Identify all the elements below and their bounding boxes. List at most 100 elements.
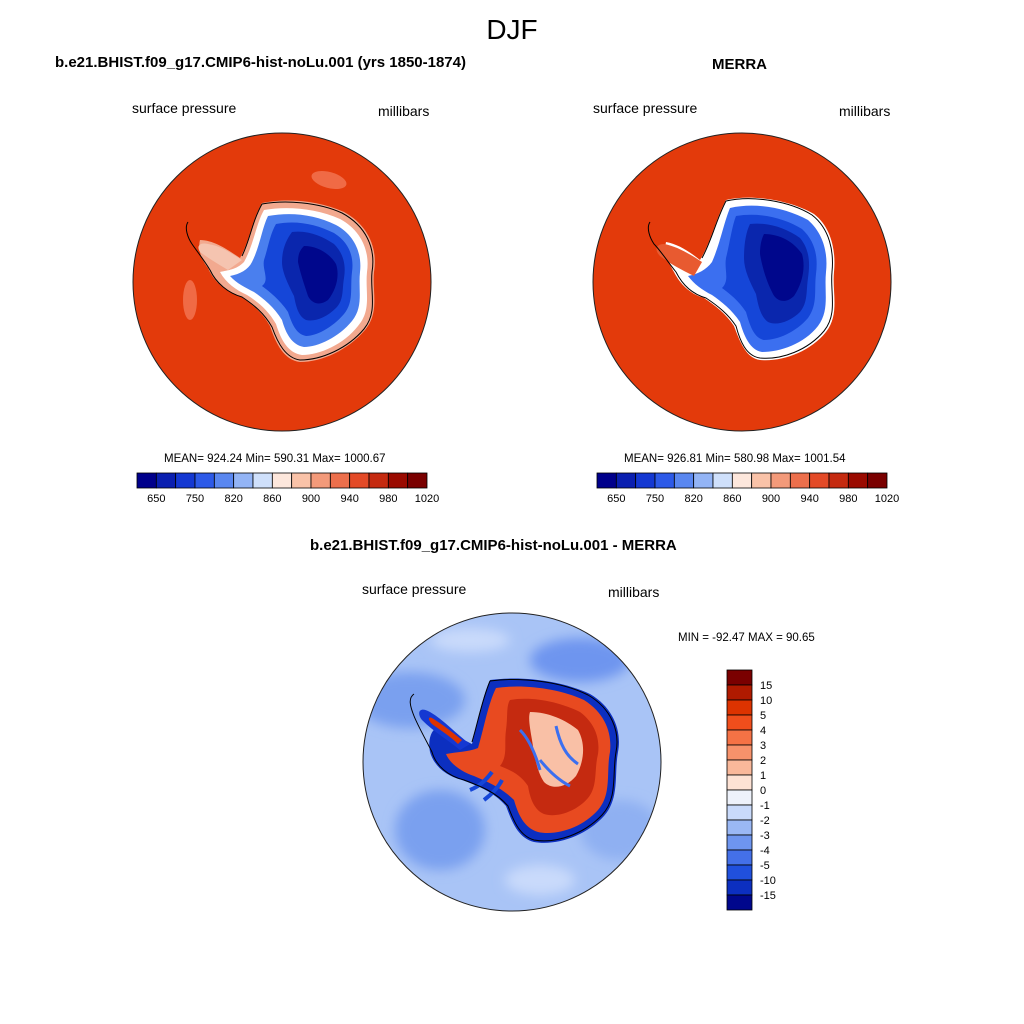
diff-colorbar-swatch (726, 714, 753, 731)
model-colorbar-swatch (271, 472, 293, 489)
model-colorbar-swatch (252, 472, 273, 489)
diff-colorbar-swatch (726, 744, 753, 761)
model-colorbar-tick-label: 1020 (415, 493, 439, 505)
obs-colorbar-tick-label: 1020 (875, 493, 899, 505)
obs-map (593, 133, 891, 431)
diff-colorbar-tick-label: -2 (760, 815, 770, 827)
obs-colorbar-swatch (789, 472, 811, 489)
obs-colorbar-swatch (712, 472, 733, 489)
diff-colorbar-swatch (726, 879, 753, 896)
diff-colorbar-tick-label: -3 (760, 830, 770, 842)
model-colorbar-tick-label: 940 (340, 493, 358, 505)
model-colorbar-tick-label: 750 (186, 493, 204, 505)
obs-colorbar-tick-label: 900 (762, 493, 780, 505)
model-panel-title: b.e21.BHIST.f09_g17.CMIP6-hist-noLu.001 … (55, 54, 466, 71)
diff-colorbar-swatch (726, 759, 753, 776)
diff-map (363, 613, 661, 911)
diff-colorbar-tick-label: 15 (760, 680, 772, 692)
diff-colorbar-tick-label: 10 (760, 695, 772, 707)
obs-colorbar-swatch (693, 472, 714, 489)
diff-colorbar-swatch (726, 669, 753, 686)
obs-variable-label: surface pressure (593, 100, 698, 116)
model-colorbar-tick-label: 650 (147, 493, 165, 505)
obs-map-border (592, 132, 892, 432)
diff-colorbar-swatch (726, 894, 753, 911)
model-map-border (132, 132, 432, 432)
obs-colorbar-swatch (847, 472, 869, 489)
diff-stats: MIN = -92.47 MAX = 90.65 (678, 632, 815, 644)
obs-colorbar-swatch (615, 472, 637, 489)
diff-colorbar-swatch (726, 699, 753, 716)
model-colorbar-swatch (136, 472, 157, 489)
diff-units-label: millibars (608, 584, 660, 600)
diff-panel-title: b.e21.BHIST.f09_g17.CMIP6-hist-noLu.001 … (310, 537, 677, 554)
obs-colorbar-swatch (867, 472, 888, 489)
model-colorbar-swatch (175, 472, 196, 489)
model-colorbar-swatch (387, 472, 409, 489)
model-colorbar-swatch (233, 472, 254, 489)
obs-colorbar-tick-label: 860 (723, 493, 741, 505)
diff-variable-label: surface pressure (362, 581, 467, 597)
obs-units-label: millibars (839, 103, 891, 119)
diff-colorbar-tick-label: -10 (760, 875, 776, 887)
diff-coastline (409, 679, 618, 842)
diff-colorbar-swatch (726, 729, 753, 746)
diff-colorbar-tick-label: 2 (760, 755, 766, 767)
diff-colorbar-swatch (726, 684, 753, 701)
obs-colorbar-swatch (731, 472, 753, 489)
obs-colorbar-tick-label: 750 (646, 493, 664, 505)
model-colorbar-swatch (349, 472, 370, 489)
obs-colorbar-tick-label: 650 (607, 493, 625, 505)
model-coastline (185, 201, 374, 361)
diff-colorbar-swatch (726, 834, 753, 851)
obs-colorbar-tick-label: 940 (800, 493, 818, 505)
model-variable-label: surface pressure (132, 100, 237, 116)
diff-colorbar-swatch (726, 864, 753, 881)
diff-colorbar-swatch (726, 849, 753, 866)
obs-colorbar-tick-label: 980 (839, 493, 857, 505)
model-colorbar-swatch (310, 472, 331, 489)
obs-colorbar-swatch (596, 472, 617, 489)
diff-colorbar-swatch (726, 819, 753, 836)
diff-colorbar-swatch (726, 804, 753, 821)
obs-stats: MEAN= 926.81 Min= 580.98 Max= 1001.54 (624, 453, 846, 465)
model-colorbar-swatch (155, 472, 177, 489)
obs-colorbar-swatch (654, 472, 675, 489)
model-map (133, 133, 431, 431)
diff-colorbar-swatch (726, 774, 753, 791)
obs-colorbar-swatch (770, 472, 791, 489)
obs-colorbar-tick-label: 820 (684, 493, 702, 505)
season-title: DJF (486, 14, 538, 45)
model-colorbar-swatch (368, 472, 389, 489)
diff-colorbar-tick-label: -5 (760, 860, 770, 872)
obs-colorbar-swatch (673, 472, 695, 489)
model-colorbar-tick-label: 860 (263, 493, 281, 505)
diff-colorbar-tick-label: 4 (760, 725, 766, 737)
model-colorbar-tick-label: 900 (302, 493, 320, 505)
obs-colorbar-swatch (635, 472, 656, 489)
model-colorbar-swatch (291, 472, 312, 489)
diff-colorbar-tick-label: -1 (760, 800, 770, 812)
obs-colorbar-swatch (751, 472, 772, 489)
obs-colorbar: 650 750 820 860 900 940 980 1020 (596, 472, 899, 505)
diff-colorbar-swatch (726, 789, 753, 806)
model-colorbar-swatch (407, 472, 428, 489)
obs-colorbar-swatch (828, 472, 849, 489)
diff-map-border (362, 612, 662, 912)
diff-colorbar-tick-label: 3 (760, 740, 766, 752)
model-colorbar: 650 750 820 860 900 940 980 1020 (136, 472, 439, 505)
obs-coastline (647, 198, 833, 359)
model-units-label: millibars (378, 103, 430, 119)
diff-colorbar-tick-label: 5 (760, 710, 766, 722)
model-colorbar-swatch (194, 472, 215, 489)
obs-panel-title: MERRA (712, 56, 767, 73)
model-colorbar-tick-label: 820 (224, 493, 242, 505)
diff-colorbar-tick-label: -4 (760, 845, 770, 857)
obs-colorbar-swatch (809, 472, 830, 489)
diff-colorbar-tick-label: 0 (760, 785, 766, 797)
model-stats: MEAN= 924.24 Min= 590.31 Max= 1000.67 (164, 453, 386, 465)
diff-colorbar-tick-label: 1 (760, 770, 766, 782)
diff-colorbar-tick-label: -15 (760, 890, 776, 902)
